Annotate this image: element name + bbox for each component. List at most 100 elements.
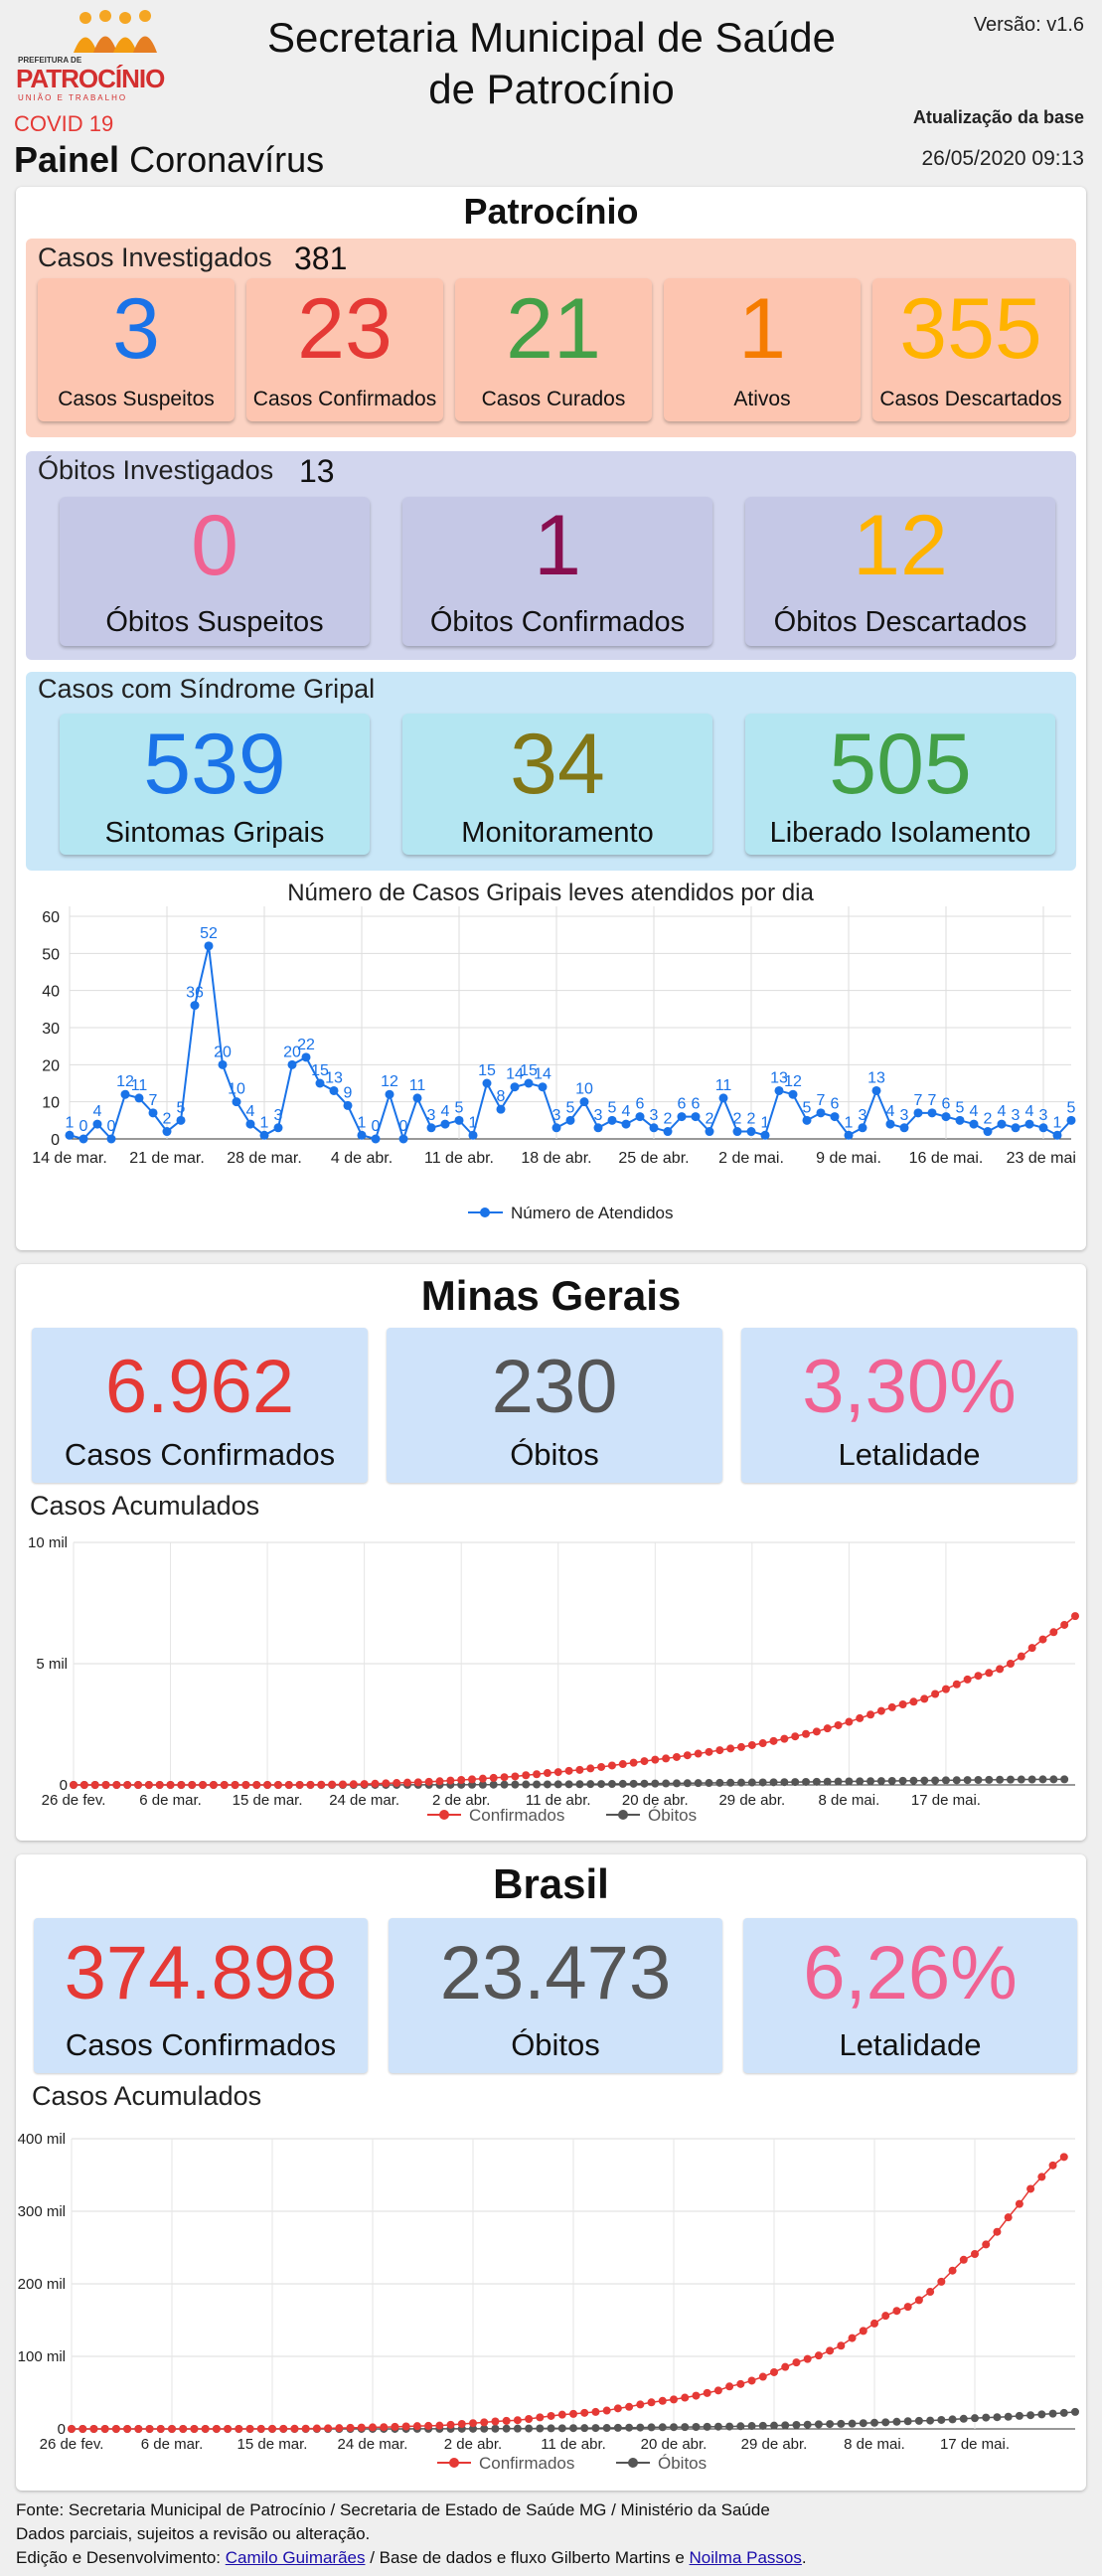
data-point [412,1093,422,1103]
data-point [287,1059,297,1069]
casos-gripais-chart: Número de Casos Gripais leves atendidos … [32,880,1076,1222]
data-point [224,2424,233,2433]
data-label: 6 [831,1096,840,1113]
data-point [625,2402,634,2411]
stat-label: Óbitos Confirmados [429,606,686,638]
data-label: 5 [177,1099,186,1116]
stat-label: Casos Suspeitos [58,388,215,410]
data-point [736,2379,745,2388]
data-point [235,2424,243,2433]
legend-label: Confirmados [469,1806,564,1825]
stat-card: 3 Casos Suspeitos [38,278,235,421]
stat-label: Óbitos Suspeitos [105,606,324,638]
x-tick-label: 29 de abr. [718,1792,785,1809]
brasil-panel: Brasil 374.898 Casos Confirmados 23.473 Óbi… [16,1854,1086,2491]
data-point [120,1089,130,1099]
data-point [993,2413,1002,2422]
data-point [279,2424,288,2433]
data-point [881,2312,890,2321]
data-label: 2 [747,1111,756,1128]
data-point [662,1779,671,1788]
stat-value: 21 [506,281,601,377]
data-point [926,2288,935,2297]
data-point [597,1780,606,1789]
data-point [758,1739,767,1748]
data-point [774,1085,784,1095]
data-point [538,1082,548,1092]
credits-end: . [801,2548,807,2567]
data-point [703,2388,711,2397]
data-point [398,1134,408,1144]
data-point [593,1123,603,1133]
data-point [705,1127,714,1137]
data-point [569,2409,577,2418]
data-label: 7 [928,1092,937,1109]
data-point [346,2423,355,2432]
data-point [338,1780,347,1789]
data-point [586,1780,595,1789]
data-point [876,1706,885,1715]
data-label: 4 [622,1103,631,1120]
data-point [640,1757,649,1766]
data-point [1026,2411,1035,2420]
data-point [557,2410,566,2419]
data-point [446,2420,455,2429]
x-tick-label: 17 de mai. [911,1792,981,1809]
data-point [391,2422,399,2431]
data-label: 12 [784,1073,802,1090]
data-point [629,1779,638,1788]
stat-label: Letalidade [839,2027,982,2062]
data-point [343,1100,353,1110]
x-tick-label: 21 de mar. [129,1150,205,1167]
minas-casos-acumulados-chart: 0 5 mil 10 mil 26 de fev. 6 de mar. 15 de mar… [28,1534,1079,1825]
data-point [870,2418,878,2427]
data-point [329,1085,339,1095]
sindrome-gripal-label: Casos com Síndrome Gripal [38,674,376,704]
legend-marker [439,1810,449,1820]
data-point [974,1775,983,1784]
data-point [134,2424,143,2433]
data-point [1006,1660,1015,1668]
stat-label: Monitoramento [461,817,654,849]
data-point [602,2424,611,2433]
author-link-camilo[interactable]: Camilo Guimarães [225,2548,366,2567]
stat-card: 12 Óbitos Descartados [745,497,1055,646]
stat-label: Sintomas Gripais [104,817,325,849]
data-point [522,1780,531,1789]
data-point [834,1720,843,1729]
data-point [1017,1652,1025,1661]
data-point [941,1685,950,1693]
data-point [301,1052,311,1062]
data-point [123,2424,132,2433]
data-point [231,1781,239,1789]
data-point [996,1775,1005,1784]
data-point [1026,2184,1035,2193]
data-point [1015,2199,1023,2208]
data-point [997,1119,1007,1129]
data-point [564,1766,573,1775]
data-point [758,2372,767,2381]
data-point [812,1777,821,1786]
data-point [1004,2213,1013,2222]
update-label: Atualização da base [912,107,1084,127]
data-point [725,2422,734,2431]
data-point [845,1717,854,1726]
stat-value: 3 [112,281,160,377]
data-label: 11 [131,1077,148,1094]
stat-card: 355 Casos Descartados [872,278,1069,421]
stat-value: 12 [853,498,948,593]
data-point [112,1781,121,1789]
data-point [480,2424,489,2433]
data-point [885,1119,895,1129]
data-point [670,2395,678,2404]
legend-marker [480,1208,490,1217]
data-label: 15 [478,1062,496,1079]
data-point [726,1778,735,1787]
data-point [424,2421,433,2430]
data-point [791,1732,800,1741]
stat-value: 0 [191,498,238,593]
author-link-noilma[interactable]: Noilma Passos [689,2548,802,2567]
data-point [758,1778,767,1787]
data-point [70,1781,78,1789]
data-label: 3 [1012,1107,1021,1124]
